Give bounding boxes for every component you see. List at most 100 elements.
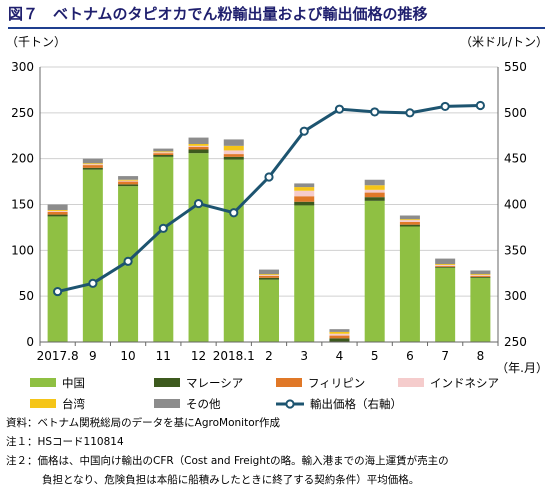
bar-segment-5 (294, 183, 315, 188)
legend-label-4: 台湾 (62, 397, 85, 411)
bar-segment-0 (47, 216, 68, 342)
bar-segment-0 (82, 169, 103, 342)
bar-segment-2 (399, 221, 420, 225)
bar-segment-1 (364, 197, 385, 201)
x-tick-label: 10 (120, 349, 135, 363)
bar-segment-5 (82, 158, 103, 164)
bar-segment-5 (223, 139, 244, 146)
bar-segment-3 (399, 220, 420, 222)
bar-segment-1 (223, 156, 244, 160)
bar-segment-2 (223, 154, 244, 157)
y-right-tick-label: 450 (504, 152, 527, 166)
price-point (299, 126, 309, 136)
x-tick-label: 11 (156, 349, 171, 363)
bar-segment-4 (118, 179, 139, 181)
bar-segment-3 (47, 210, 68, 212)
price-point (88, 278, 98, 288)
bar-segment-3 (470, 275, 491, 276)
bar-segment-1 (188, 149, 209, 154)
x-tick-label: 12 (191, 349, 206, 363)
price-line (53, 100, 485, 297)
x-tick-label: 7 (441, 349, 449, 363)
y-right-tick-label: 400 (504, 198, 527, 212)
legend-swatch-1 (154, 378, 180, 387)
legend-label-6: 輸出価格（右軸） (310, 397, 402, 411)
y-left-tick-label: 0 (26, 335, 34, 349)
x-tick-label: 2018.1 (213, 349, 255, 363)
bar-segment-4 (470, 274, 491, 276)
bar-segment-4 (82, 163, 103, 165)
axes (39, 67, 499, 346)
bar-segment-3 (153, 152, 174, 154)
bar-segment-4 (47, 210, 68, 211)
bar-segment-2 (47, 211, 68, 215)
legend-swatch-3 (398, 378, 424, 387)
y-left-label: （千トン） (6, 35, 66, 49)
bar-segment-5 (329, 329, 350, 332)
bars (47, 137, 491, 342)
bar-segment-2 (329, 335, 350, 339)
bar-segment-0 (223, 159, 244, 342)
bar-segment-5 (364, 179, 385, 186)
bar-segment-4 (153, 151, 174, 153)
legend-swatch-4 (30, 399, 56, 408)
y-left-tick-label: 200 (11, 152, 34, 166)
bar-segment-4 (435, 264, 456, 265)
bar-segment-3 (188, 145, 209, 147)
price-point (475, 100, 485, 111)
note-2: 注２：価格は、中国向け輸出のCFR（Cost and Freightの略。輸入港… (6, 455, 449, 467)
legend-label-3: インドネシア (430, 376, 499, 390)
notes: 資料：ベトナム関税総局のデータを基にAgroMonitor作成 注１：HSコード… (6, 414, 548, 490)
y-right-tick-label: 500 (504, 106, 527, 120)
x-unit-label: （年.月） (496, 361, 548, 375)
y-right-tick-label: 550 (504, 60, 527, 74)
bar-segment-2 (470, 276, 491, 277)
y-right-tick-label: 350 (504, 243, 527, 257)
y-right-tick-label: 250 (504, 335, 527, 349)
y-left-tick-label: 250 (11, 106, 34, 120)
bar-segment-1 (294, 201, 315, 206)
title-rule (8, 27, 545, 29)
bar-segment-2 (435, 265, 456, 267)
price-point (158, 223, 168, 233)
bar-segment-1 (47, 214, 68, 217)
y-left-tick-label: 100 (11, 243, 34, 257)
page-title: 図７ ベトナムのタピオカでん粉輸出量および輸出価格の推移 (8, 5, 428, 23)
bar-segment-1 (435, 266, 456, 268)
bar-segment-2 (153, 153, 174, 155)
price-point (229, 208, 239, 218)
y-right-tick-label: 300 (504, 289, 527, 303)
bar-segment-0 (294, 205, 315, 342)
legend-label-0: 中国 (62, 376, 85, 390)
bar-segment-1 (118, 184, 139, 187)
bar-segment-4 (259, 274, 279, 276)
x-tick-label: 5 (371, 349, 379, 363)
bar-segment-0 (259, 279, 279, 342)
legend-label-1: マレーシア (186, 376, 243, 390)
bar-segment-4 (188, 144, 209, 146)
bar-segment-0 (364, 200, 385, 342)
bar-segment-2 (259, 276, 279, 278)
bar-segment-0 (435, 267, 456, 342)
legend-label-2: フィリピン (308, 376, 365, 390)
bar-segment-1 (153, 155, 174, 157)
bar-segment-1 (82, 167, 103, 170)
x-tick-label: 2017.8 (37, 349, 79, 363)
bar-segment-3 (435, 265, 456, 266)
bar-segment-1 (399, 224, 420, 227)
bar-segment-3 (364, 189, 385, 193)
legend-swatch-0 (30, 378, 56, 387)
price-point (123, 256, 133, 266)
bar-segment-0 (399, 226, 420, 342)
price-point (440, 101, 450, 112)
bar-segment-5 (118, 176, 139, 180)
bar-segment-5 (188, 137, 209, 144)
bar-segment-5 (153, 148, 174, 152)
note-source: 資料：ベトナム関税総局のデータを基にAgroMonitor作成 (6, 417, 280, 429)
legend-label-5: その他 (186, 397, 221, 411)
note-2-continued: 負担となり、危険負担は本船に船積みしたときに終了する契約条件）平均価格。 (42, 474, 420, 486)
legend-swatch-5 (154, 399, 180, 408)
y-left-tick-label: 150 (11, 198, 34, 212)
